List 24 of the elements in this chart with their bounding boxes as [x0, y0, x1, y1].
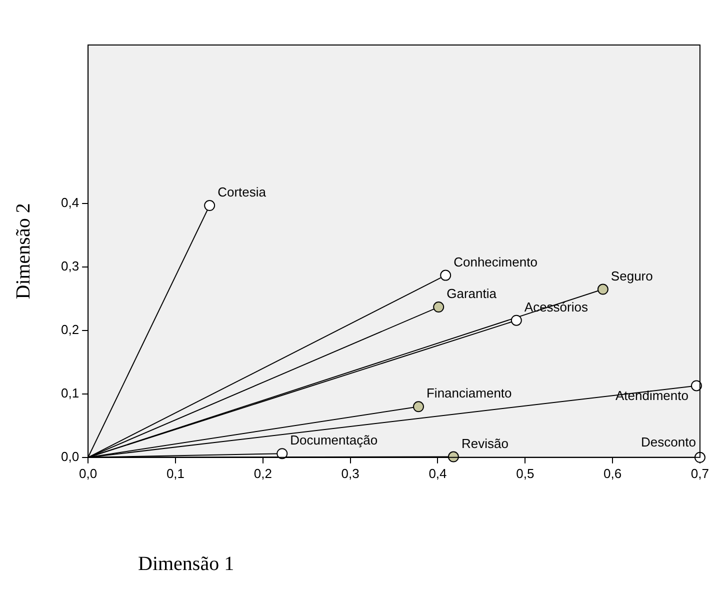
y-tick-label: 0,0 [60, 448, 80, 464]
x-tick-label: 0,5 [516, 466, 534, 481]
y-tick-label: 0,3 [60, 258, 80, 274]
x-tick-label: 0,2 [254, 466, 272, 481]
x-axis-title: Dimensão 1 [138, 553, 234, 576]
annotation: Documentação [290, 432, 378, 448]
y-tick-label: 0,4 [60, 195, 80, 210]
annotation: Desconto [641, 434, 696, 450]
x-tick-label: 0,6 [604, 466, 622, 481]
annotation: Seguro [610, 268, 653, 284]
annotation: Atendimento [615, 388, 688, 403]
annotation: Cortesia [218, 184, 267, 200]
annotation: Garantia [446, 286, 498, 302]
x-tick-label: 0,7 [690, 466, 710, 481]
y-axis-title: Dimensão 2 [12, 203, 34, 300]
x-tick-label: 0,0 [79, 466, 98, 481]
x-tick-label: 0,4 [428, 466, 447, 481]
y-tick-label: 0,2 [60, 322, 80, 338]
annotation: Financiamento [426, 386, 512, 401]
x-tick-label: 0,1 [166, 466, 185, 481]
annotation: Revisão [461, 436, 508, 451]
x-tick-label: 0,3 [341, 466, 360, 481]
y-tick-label: 0,1 [60, 386, 80, 401]
annotation: Conhecimento [454, 254, 538, 270]
